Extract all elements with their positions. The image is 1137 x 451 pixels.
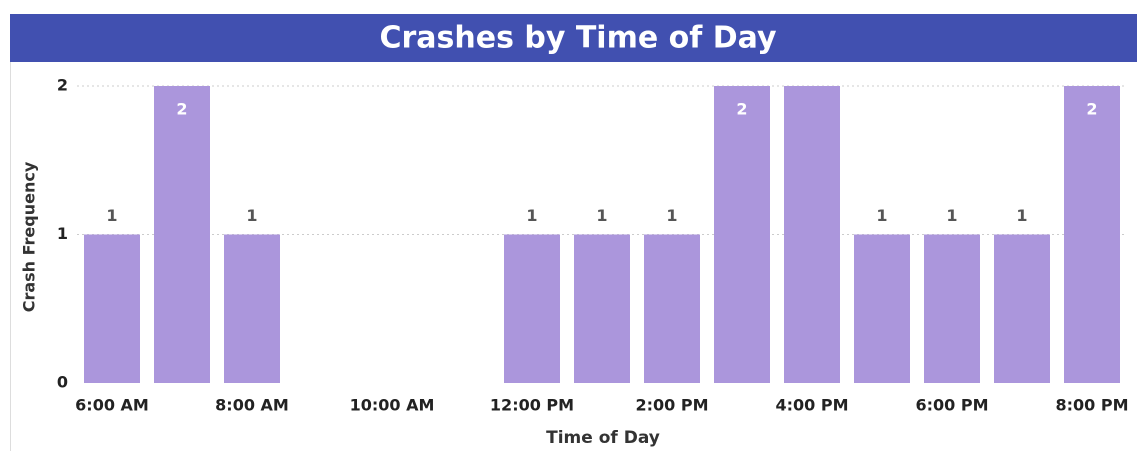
chart-title: Crashes by Time of Day	[379, 21, 777, 56]
x-tick-label: 8:00 AM	[215, 396, 289, 415]
bar	[224, 234, 280, 383]
y-tick-label: 2	[57, 76, 68, 95]
data-label: 1	[1016, 206, 1027, 225]
bar	[994, 234, 1050, 383]
data-label: 1	[876, 206, 887, 225]
x-axis-title: Time of Day	[546, 428, 660, 448]
data-label: 1	[596, 206, 607, 225]
bar	[854, 234, 910, 383]
data-label: 2	[176, 100, 187, 119]
bar	[574, 234, 630, 383]
data-label: 1	[946, 206, 957, 225]
y-tick-label: 0	[57, 373, 68, 392]
bar	[154, 86, 210, 383]
x-tick-label: 2:00 PM	[635, 396, 708, 415]
title-bar	[10, 14, 1137, 62]
bar	[784, 86, 840, 383]
data-label: 1	[666, 206, 677, 225]
data-label: 2	[1086, 100, 1097, 119]
bar	[924, 234, 980, 383]
y-axis-title: Crash Frequency	[20, 161, 39, 312]
x-tick-label: 6:00 PM	[915, 396, 988, 415]
x-tick-label: 12:00 PM	[490, 396, 574, 415]
data-label: 1	[526, 206, 537, 225]
bar	[84, 234, 140, 383]
bar	[714, 86, 770, 383]
x-tick-label: 10:00 AM	[350, 396, 435, 415]
y-tick-label: 1	[57, 224, 68, 243]
bar	[504, 234, 560, 383]
x-tick-label: 4:00 PM	[775, 396, 848, 415]
data-label: 1	[246, 206, 257, 225]
data-label: 2	[736, 100, 747, 119]
x-tick-label: 6:00 AM	[75, 396, 149, 415]
bar	[1064, 86, 1120, 383]
bar	[644, 234, 700, 383]
x-tick-label: 8:00 PM	[1055, 396, 1128, 415]
data-label: 1	[106, 206, 117, 225]
